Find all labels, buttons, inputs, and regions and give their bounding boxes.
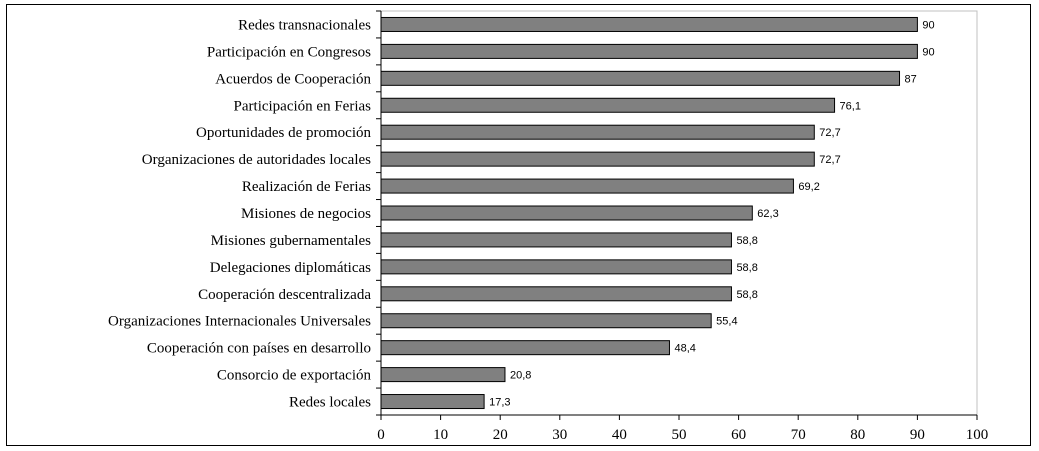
bar-8 [380,205,753,221]
bar-10 [380,259,732,275]
category-label: Delegaciones diplomáticas [210,260,371,276]
category-label: Misiones gubernamentales [211,233,372,249]
category-label: Redes locales [289,395,371,411]
bar-12 [380,313,712,329]
category-label: Cooperación descentralizada [198,287,371,303]
category-label: Redes transnacionales [238,17,371,33]
data-label: 17,3 [489,397,510,409]
x-tick-label: 0 [377,427,385,443]
bar-2 [380,43,918,59]
category-label: Misiones de negocios [241,206,371,222]
data-label: 58,8 [736,235,757,247]
bar-3 [380,70,901,86]
x-tick-label: 40 [612,427,627,443]
category-label: Organizaciones de autoridades locales [142,152,371,168]
bar-9 [380,232,732,248]
bar-15 [380,394,485,410]
bar-chart: Redes transnacionales Participación en Co… [108,10,989,443]
data-label: 48,4 [674,343,695,355]
data-label: 90 [922,46,934,58]
x-tick-label: 100 [966,427,989,443]
data-label: 55,4 [716,316,737,328]
data-label: 20,8 [510,370,531,382]
data-labels-group: 90 90 87 76,1 72,7 72,7 69,2 62,3 58,8 58,8 58,8 55… [489,19,935,408]
data-label: 69,2 [798,181,819,193]
category-label: Consorcio de exportación [217,368,372,384]
data-label: 62,3 [757,208,778,220]
x-tick-label: 90 [910,427,925,443]
data-label: 87 [905,73,917,85]
bar-11 [380,286,732,302]
bar-14 [380,367,506,383]
category-label: Oportunidades de promoción [196,125,371,141]
bar-5 [380,124,815,140]
x-tick-label: 10 [433,427,448,443]
data-label: 72,7 [819,127,840,139]
x-tick-label: 60 [731,427,746,443]
data-label: 58,8 [736,289,757,301]
x-tick-label: 30 [552,427,567,443]
data-label: 58,8 [736,262,757,274]
x-tick-label: 70 [791,427,806,443]
category-label: Participación en Ferias [234,98,372,114]
bar-4 [380,97,836,113]
x-tick-label: 20 [493,427,508,443]
category-label: Cooperación con países en desarrollo [147,341,371,357]
chart-frame: Redes transnacionales Participación en Co… [6,4,1031,446]
bars-group [380,16,918,410]
bar-1 [380,16,918,32]
data-label: 72,7 [819,154,840,166]
category-label: Acuerdos de Cooperación [215,71,371,87]
category-label: Organizaciones Internacionales Universal… [108,314,371,330]
x-tick-label: 80 [850,427,865,443]
category-label: Realización de Ferias [242,179,371,195]
axes-group: 0 10 20 30 40 50 60 70 80 90 100 [376,10,989,443]
data-label: 90 [922,19,934,31]
category-labels-group: Redes transnacionales Participación en Co… [108,17,371,410]
category-label: Participación en Congresos [207,44,371,60]
bar-13 [380,340,670,356]
data-label: 76,1 [840,100,861,112]
x-tick-label: 50 [672,427,687,443]
bar-6 [380,151,815,167]
bar-7 [380,178,794,194]
